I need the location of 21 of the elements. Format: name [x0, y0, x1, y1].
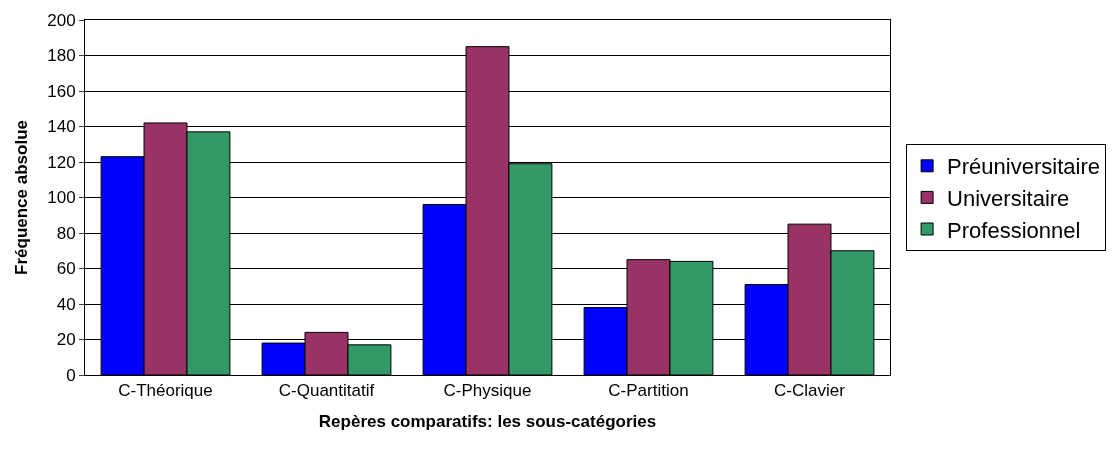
y-tick-label: 120	[47, 152, 76, 172]
y-tick-label: 200	[47, 10, 76, 30]
y-tick-label: 100	[47, 188, 76, 208]
x-tick-label: C-Partition	[608, 381, 689, 401]
x-tick-label: C-Quantitatif	[278, 381, 375, 401]
x-tick-label: C-Clavier	[774, 381, 846, 401]
y-tick-label: 160	[47, 81, 76, 101]
legend-label: Universitaire	[947, 185, 1070, 211]
y-tick-label: 60	[56, 259, 76, 279]
y-tick-label: 80	[56, 223, 76, 243]
x-tick-label: C-Théorique	[118, 381, 213, 401]
y-tick-label: 140	[47, 117, 76, 137]
y-axis-title: Fréquence absolue	[11, 120, 31, 275]
x-tick-label: C-Physique	[443, 381, 532, 401]
y-tick-label: 20	[56, 330, 76, 350]
legend-label: Professionnel	[947, 217, 1081, 243]
legend-label: Préuniversitaire	[947, 154, 1100, 180]
x-axis-title: Repères comparatifs: les sous-catégories	[318, 411, 657, 431]
y-tick-label: 40	[56, 294, 76, 314]
y-tick-label: 180	[47, 46, 76, 66]
y-tick-label: 0	[66, 365, 76, 385]
